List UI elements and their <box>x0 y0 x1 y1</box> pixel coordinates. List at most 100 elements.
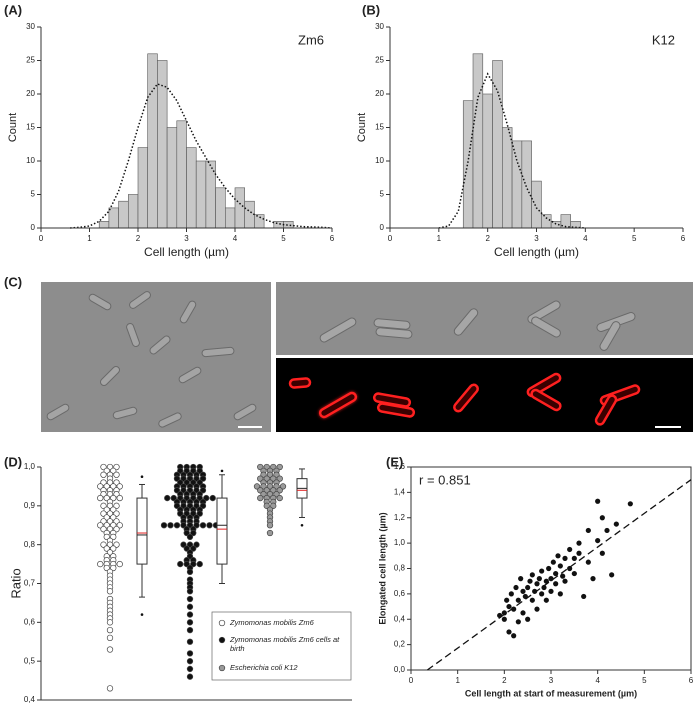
point <box>567 546 573 553</box>
point <box>506 603 512 610</box>
dot <box>186 626 194 634</box>
y-tick-label: 1,6 <box>394 462 406 471</box>
point <box>557 591 563 597</box>
y-tick-label: 20 <box>26 89 35 98</box>
micrograph-brightfield <box>41 282 271 432</box>
dot <box>160 522 168 529</box>
point <box>520 588 526 594</box>
legend-marker <box>218 636 226 644</box>
point <box>627 501 633 507</box>
bar <box>502 127 513 229</box>
bar <box>283 221 294 229</box>
dot <box>266 529 274 537</box>
dot <box>186 603 194 610</box>
point <box>543 578 549 584</box>
annotation: r = 0.851 <box>419 472 471 487</box>
dot <box>257 494 264 502</box>
y-tick-label: 15 <box>26 123 35 132</box>
dot <box>186 638 194 645</box>
bar <box>254 214 265 229</box>
dot <box>199 522 207 529</box>
annotation: K12 <box>652 32 675 47</box>
y-tick-label: 15 <box>375 123 384 132</box>
outlier <box>220 469 224 473</box>
y-tick-label: 1,2 <box>394 513 406 522</box>
point <box>541 584 547 591</box>
box <box>216 497 228 565</box>
micrograph-fluorescence <box>276 358 693 432</box>
dot <box>186 650 194 657</box>
point <box>532 588 538 594</box>
x-tick-label: 1 <box>87 234 92 243</box>
x-tick-label: 3 <box>534 234 539 243</box>
y-tick-label: 25 <box>375 56 384 65</box>
dot <box>186 568 194 575</box>
x-tick-label: 0 <box>39 234 44 243</box>
x-tick-label: 1 <box>437 234 442 243</box>
legend-marker <box>218 664 226 672</box>
bar <box>511 140 523 229</box>
point <box>548 576 554 582</box>
point <box>515 597 521 603</box>
box <box>136 497 148 565</box>
fit-curve <box>70 83 333 229</box>
x-tick-label: 5 <box>281 234 286 243</box>
bar <box>108 207 119 229</box>
dot <box>97 494 104 502</box>
point <box>513 584 519 591</box>
bar <box>166 127 178 229</box>
dot <box>209 494 216 502</box>
point <box>555 553 561 559</box>
point <box>599 550 605 556</box>
bar <box>492 60 503 229</box>
point <box>536 576 542 582</box>
point <box>522 593 528 600</box>
dot <box>173 522 181 529</box>
point <box>576 540 582 546</box>
y-tick-label: 0,0 <box>394 665 406 674</box>
x-tick-label: 6 <box>330 234 335 243</box>
point <box>585 527 591 534</box>
bar <box>472 53 484 229</box>
bar <box>234 187 245 229</box>
x-tick-label: 5 <box>642 676 647 685</box>
x-tick-label: 3 <box>184 234 189 243</box>
fit-curve <box>438 72 586 229</box>
point <box>534 606 540 612</box>
bar <box>482 93 493 229</box>
y-tick-label: 5 <box>380 190 385 199</box>
point <box>529 572 535 578</box>
y-tick-label: 10 <box>375 156 384 165</box>
dot <box>186 533 194 541</box>
point <box>525 616 531 622</box>
y-tick-label: 0 <box>31 223 36 232</box>
regression-line <box>426 479 692 671</box>
point <box>576 550 582 556</box>
point <box>595 498 601 504</box>
x-tick-label: 4 <box>595 676 600 685</box>
point <box>590 576 596 582</box>
bar <box>137 147 148 229</box>
y-axis-label: Ratio <box>8 568 23 598</box>
x-tick-label: 5 <box>632 234 637 243</box>
point <box>501 616 507 622</box>
x-axis-label: Cell length at start of measurement (µm) <box>465 688 637 698</box>
panel-label: (D) <box>4 454 22 469</box>
y-axis-label: Elongated cell length (µm) <box>377 512 387 624</box>
y-tick-label: 1,0 <box>24 462 36 471</box>
y-tick-label: 30 <box>26 22 35 31</box>
x-tick-label: 1 <box>455 676 460 685</box>
dot <box>186 611 194 618</box>
y-tick-label: 5 <box>31 190 36 199</box>
dot <box>116 494 123 502</box>
bar <box>244 200 255 229</box>
y-tick-label: 20 <box>375 89 384 98</box>
point <box>506 629 512 635</box>
legend-label: Zymomonas mobilis Zm6 <box>230 618 314 627</box>
y-tick-label: 0,7 <box>24 579 36 588</box>
x-tick-label: 6 <box>681 234 686 243</box>
bar <box>147 53 158 229</box>
outlier <box>140 613 144 616</box>
x-axis-label: Cell length (µm) <box>144 245 229 259</box>
